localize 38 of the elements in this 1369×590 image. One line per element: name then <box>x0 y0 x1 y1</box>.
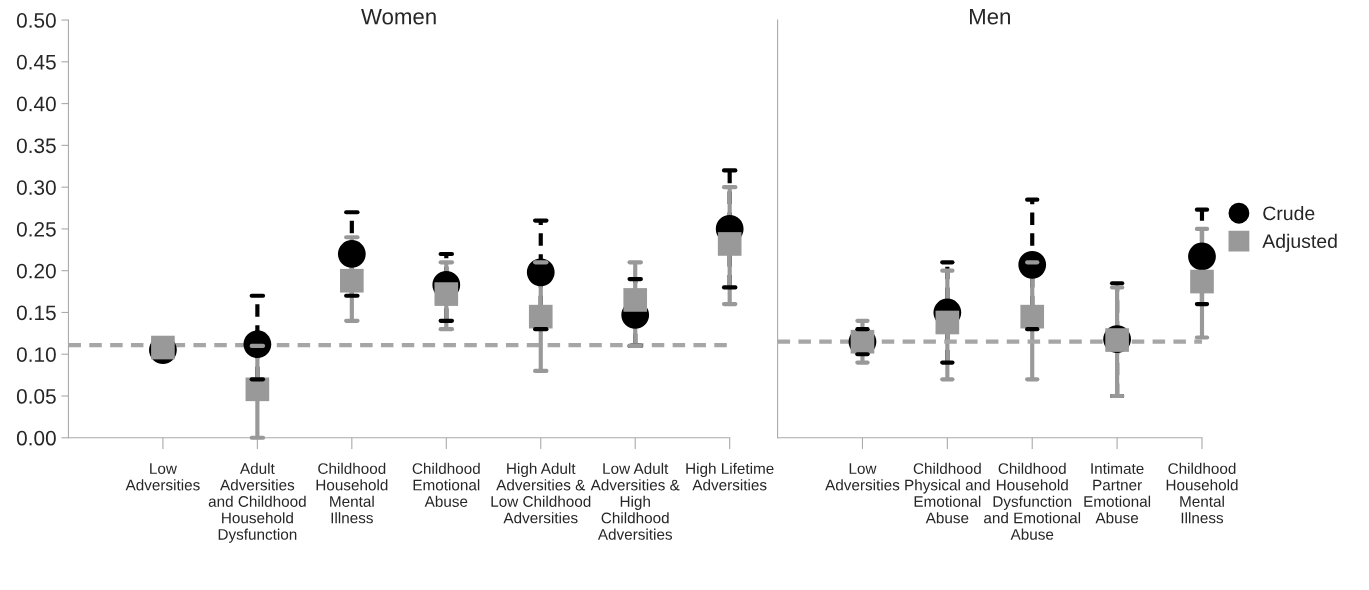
point <box>1018 250 1047 279</box>
x-tick-label: Childhood Emotional Abuse <box>412 462 480 507</box>
y-tick-label: 0.00 <box>16 430 56 446</box>
point <box>717 232 742 256</box>
chart-title: Men <box>970 8 1010 25</box>
point <box>528 304 553 329</box>
point <box>1020 304 1045 329</box>
legend-label: Crude <box>1263 205 1315 221</box>
y-tick-label: 0.15 <box>16 305 56 321</box>
x-tick-label: High Lifetime Adversities <box>686 462 774 491</box>
x-tick-label: High Adult Adversities & Low Childhood Adversities <box>491 462 591 524</box>
point <box>1188 242 1216 271</box>
chart-title: Women <box>361 8 436 25</box>
y-tick-label: 0.35 <box>16 138 56 154</box>
y-tick-label: 0.20 <box>16 263 56 279</box>
point <box>243 330 272 359</box>
point <box>434 282 459 306</box>
point <box>340 268 364 293</box>
y-tick-label: 0.30 <box>16 180 56 195</box>
point <box>935 310 960 335</box>
x-tick-label: Childhood Household Mental Illness <box>1166 462 1238 524</box>
point <box>623 288 648 312</box>
x-tick-label: Intimate Partner Emotional Abuse <box>1084 462 1151 524</box>
y-tick-label: 0.50 <box>16 13 56 28</box>
x-tick-label: Low Adversities <box>825 463 900 491</box>
point <box>526 258 555 287</box>
point <box>337 240 366 268</box>
y-tick-label: 0.40 <box>16 96 56 112</box>
point <box>1190 269 1214 294</box>
y-tick-label: 0.25 <box>16 221 56 237</box>
x-tick-label: Childhood Household Mental Illness <box>316 462 388 524</box>
x-tick-label: Low Adult Adversities & High Childhood Adversities <box>590 462 680 540</box>
x-tick-label: Adult Adversities and Childhood Household Dysfunction <box>208 462 306 543</box>
x-tick-label: Low Adversities <box>125 463 200 491</box>
y-tick-label: 0.05 <box>16 389 56 404</box>
legend-label: Adjusted <box>1262 233 1337 252</box>
y-tick-label: 0.45 <box>16 54 56 70</box>
y-tick-label: 0.10 <box>16 347 56 362</box>
